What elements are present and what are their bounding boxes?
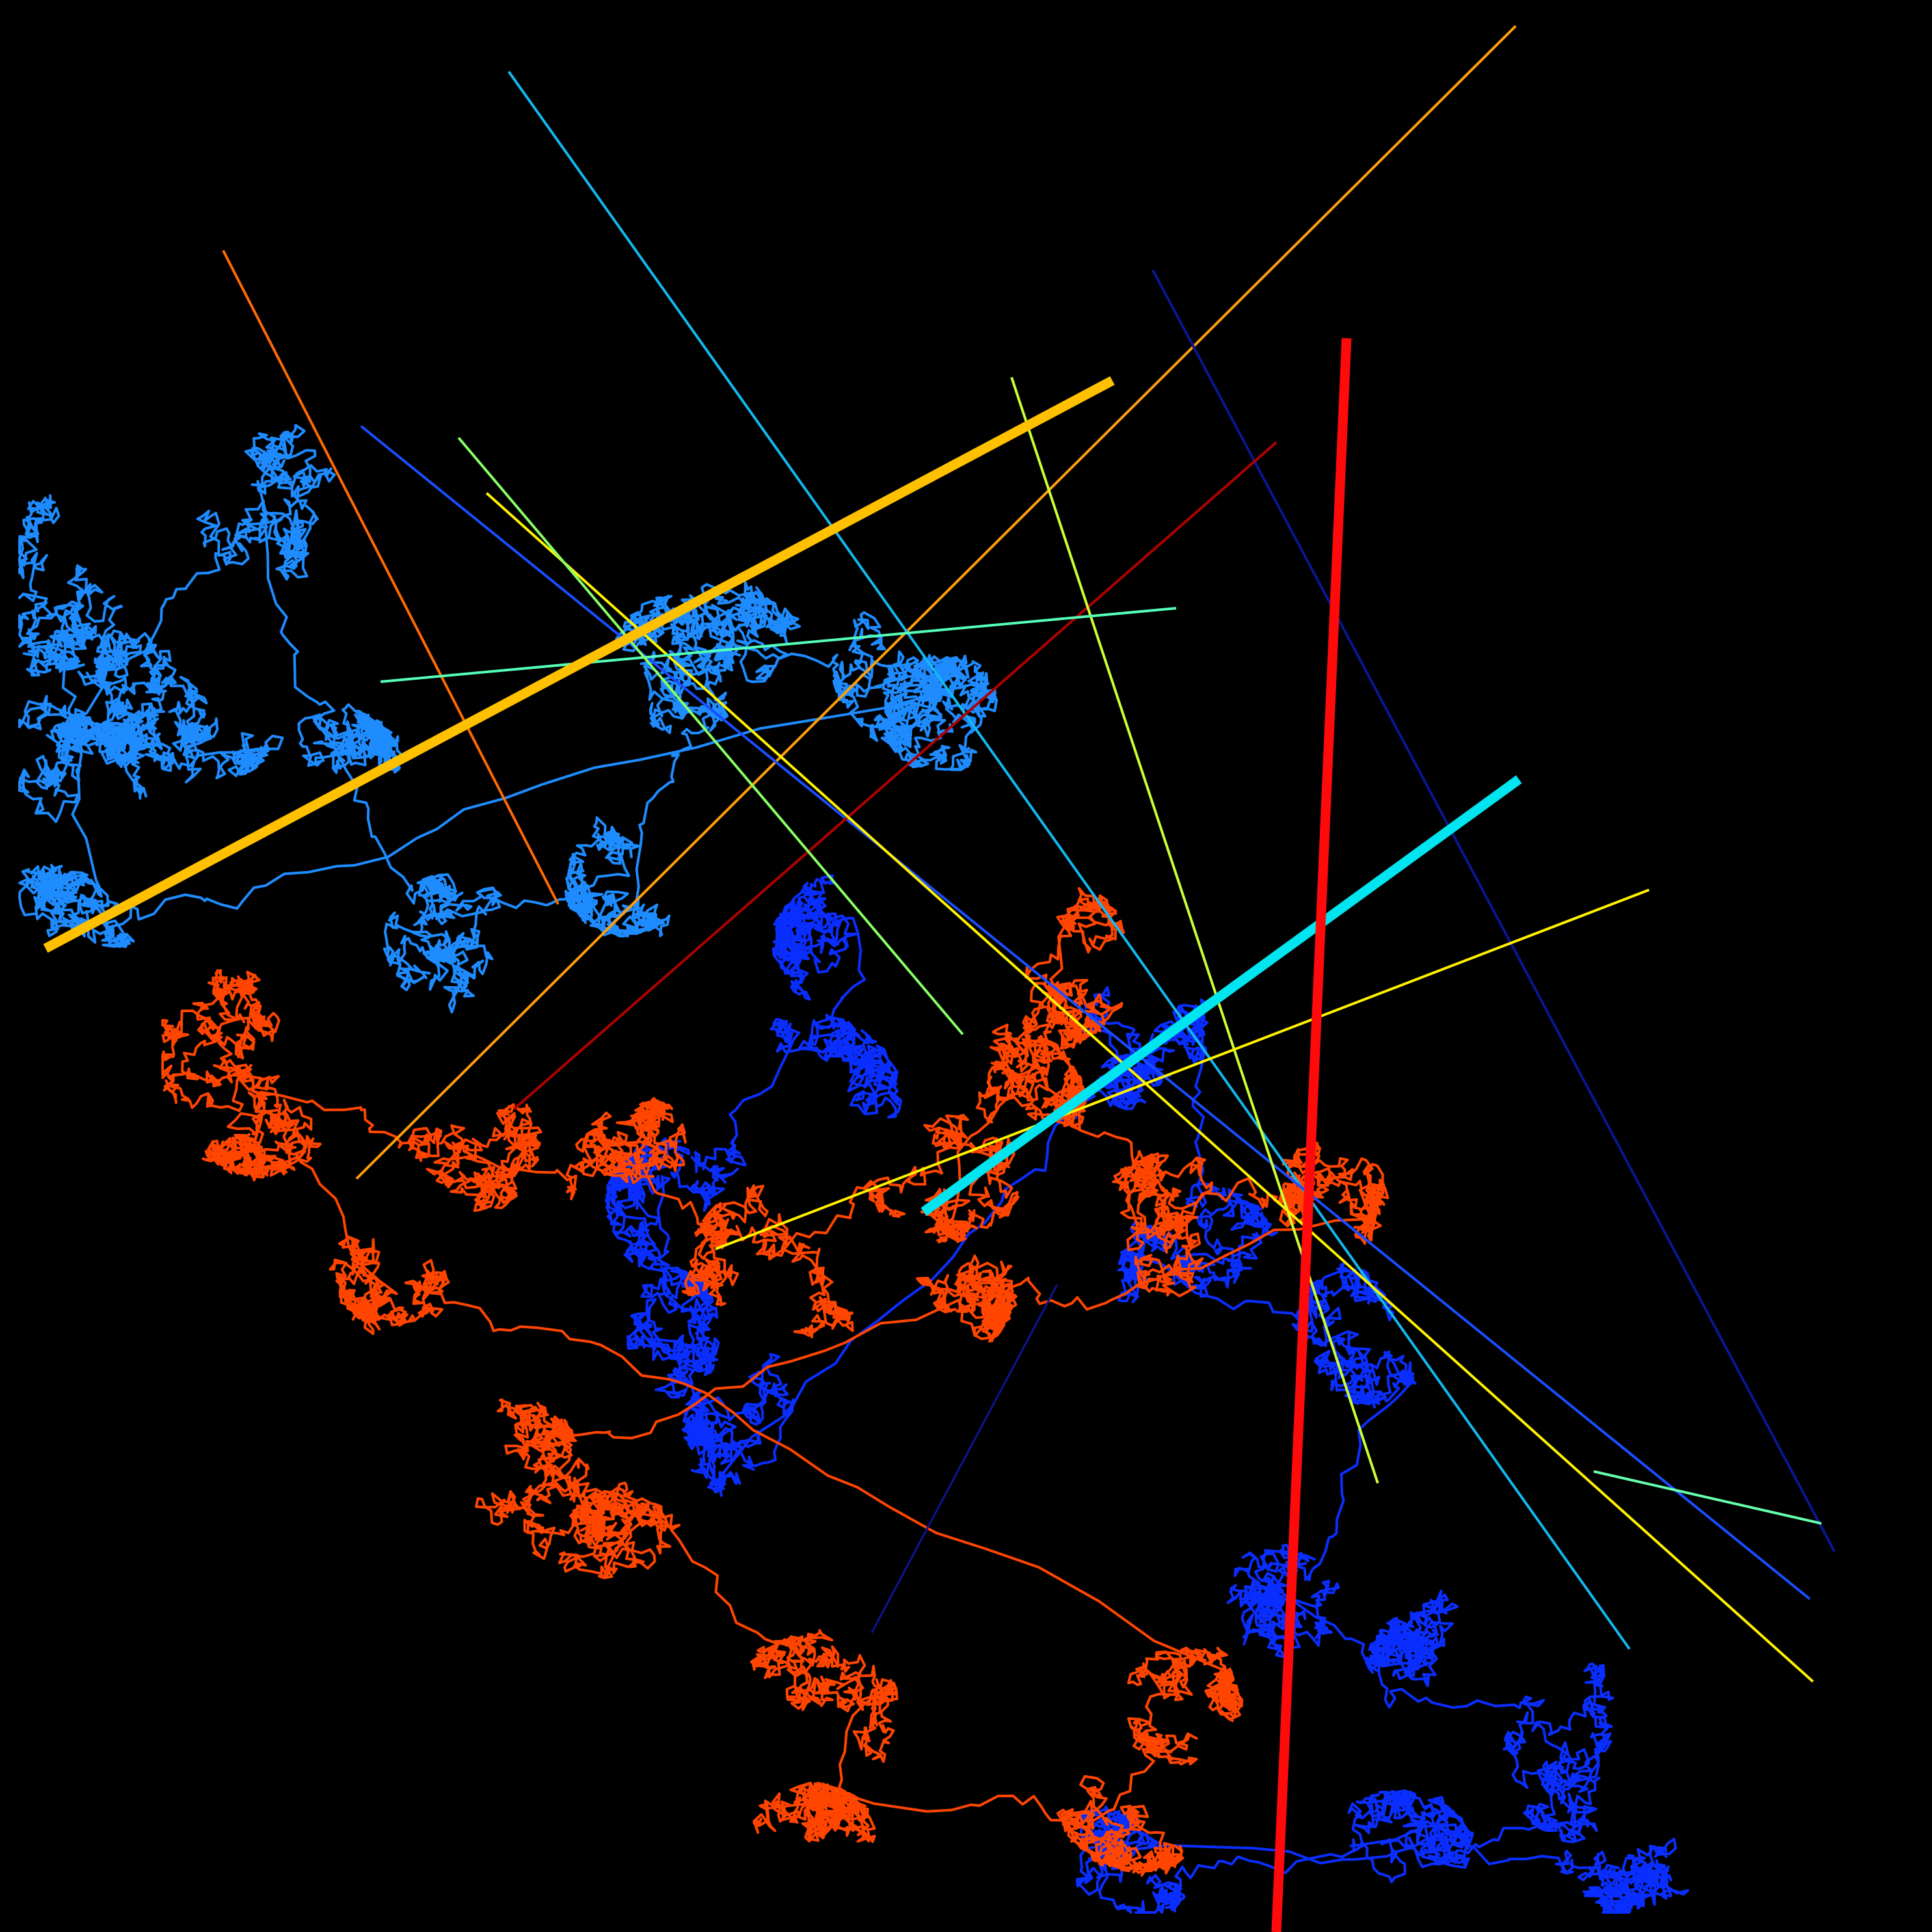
blue-line bbox=[360, 425, 1811, 1600]
navy-line bbox=[1151, 269, 1836, 1552]
cyan-thick-line bbox=[920, 775, 1522, 1216]
yellow-rising-line bbox=[715, 889, 1650, 1250]
sky-blue-line bbox=[507, 70, 1631, 1650]
dark-red-line bbox=[513, 441, 1278, 1110]
straight-line-layer bbox=[43, 25, 1836, 1932]
orange-red-random-walk bbox=[161, 887, 1389, 1877]
aquamarine-line bbox=[380, 607, 1177, 683]
yellow-diagonal-line bbox=[485, 492, 1814, 1683]
gold-thick-line bbox=[43, 376, 1115, 953]
red-thick-line bbox=[1271, 338, 1352, 1932]
light-green-line bbox=[457, 436, 964, 1036]
orange-long-diagonal-line bbox=[355, 25, 1517, 1180]
navy-short-line bbox=[870, 1284, 1058, 1633]
random-walk-layer bbox=[18, 423, 1689, 1914]
dark-orange-line bbox=[222, 250, 559, 905]
mint-short-line bbox=[1593, 1470, 1822, 1525]
yellow-green-line bbox=[1010, 377, 1379, 1484]
light-blue-random-walk bbox=[18, 423, 999, 1013]
